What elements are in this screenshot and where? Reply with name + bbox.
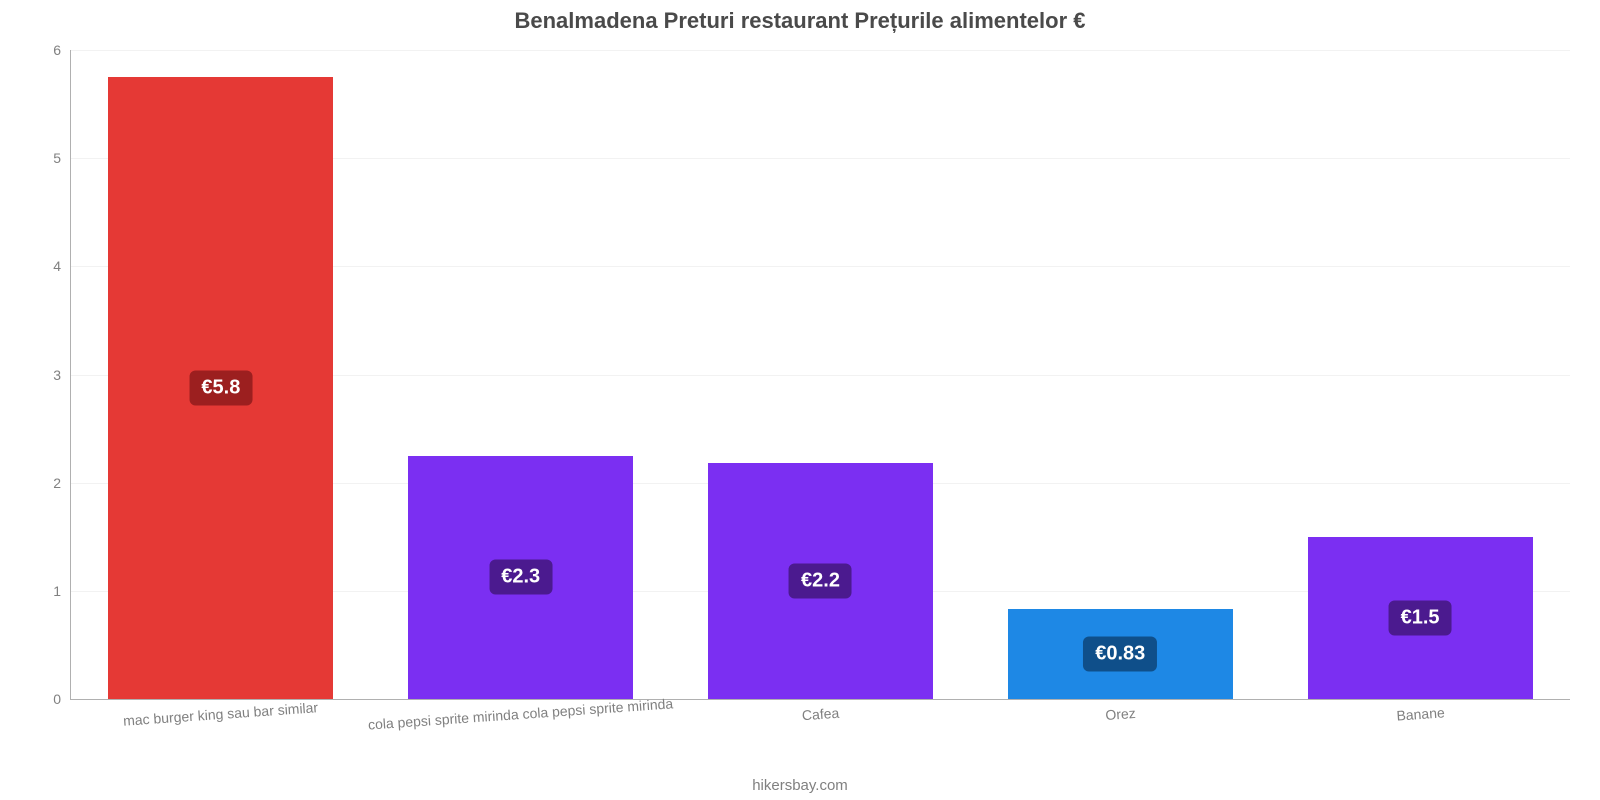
bar: €2.3 <box>408 456 633 699</box>
bar-slot: €2.3 <box>371 50 671 699</box>
value-badge: €2.2 <box>789 564 852 599</box>
ytick-label: 5 <box>53 150 71 166</box>
xlabel: mac burger king sau bar similar <box>123 699 319 729</box>
value-badge: €0.83 <box>1083 637 1157 672</box>
value-badge: €1.5 <box>1389 600 1452 635</box>
chart-title: Benalmadena Preturi restaurant Prețurile… <box>0 8 1600 34</box>
ytick-label: 1 <box>53 583 71 599</box>
ytick-label: 3 <box>53 367 71 383</box>
value-badge: €2.3 <box>489 560 552 595</box>
ytick-label: 2 <box>53 475 71 491</box>
bar: €2.2 <box>708 463 933 699</box>
bar: €1.5 <box>1308 537 1533 699</box>
bar-slot: €0.83 <box>970 50 1270 699</box>
ytick-label: 4 <box>53 258 71 274</box>
bars-container: €5.8 €2.3 €2.2 €0.83 €1.5 <box>71 50 1570 699</box>
bar-slot: €2.2 <box>671 50 971 699</box>
xlabel: cola pepsi sprite mirinda cola pepsi spr… <box>367 695 673 732</box>
footer-credit: hikersbay.com <box>0 777 1600 794</box>
bar: €5.8 <box>108 77 333 699</box>
xlabel: Orez <box>1105 705 1136 723</box>
bar-slot: €5.8 <box>71 50 371 699</box>
xlabel: Banane <box>1396 704 1445 723</box>
ytick-label: 0 <box>53 691 71 707</box>
bar-slot: €1.5 <box>1270 50 1570 699</box>
ytick-label: 6 <box>53 42 71 58</box>
bar: €0.83 <box>1008 609 1233 699</box>
xlabel: Cafea <box>801 705 839 724</box>
plot-area: 0123456 €5.8€2.3€2.2€0.83€1.5 <box>70 50 1570 700</box>
value-badge: €5.8 <box>189 371 252 406</box>
